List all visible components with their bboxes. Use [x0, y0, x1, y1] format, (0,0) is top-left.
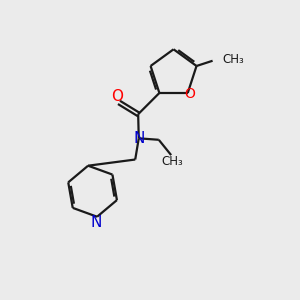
Text: N: N — [91, 215, 102, 230]
Text: CH₃: CH₃ — [222, 53, 244, 66]
Text: N: N — [133, 131, 144, 146]
Text: O: O — [111, 89, 123, 104]
Text: CH₃: CH₃ — [162, 155, 184, 168]
Text: O: O — [184, 87, 195, 101]
